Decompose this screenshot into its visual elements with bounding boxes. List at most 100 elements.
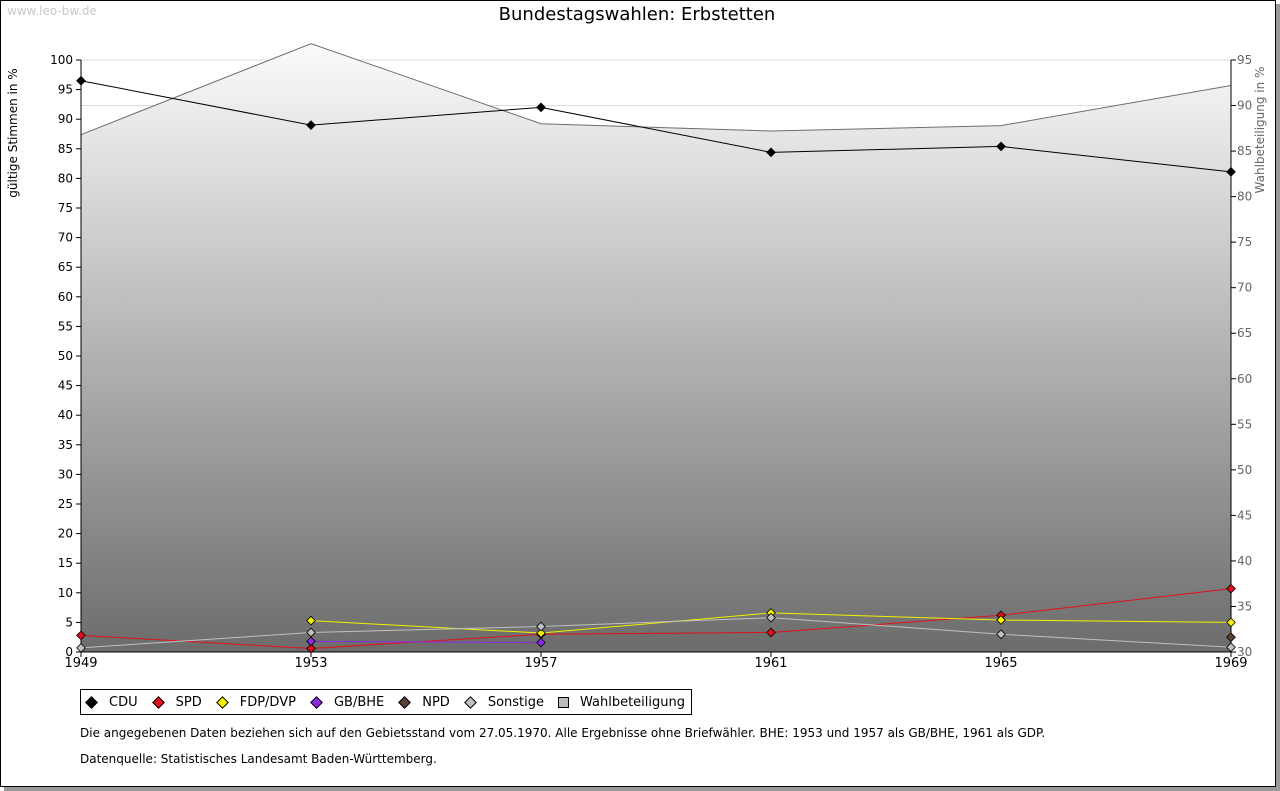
y2-tick-label: 30 [1237,645,1252,659]
y-tick-label: 85 [58,142,73,156]
series-line-sonstige [80,617,1232,649]
turnout-area-fill [81,43,1231,653]
data-point [76,75,86,86]
legend-label: GB/BHE [333,694,385,710]
y-tick-label: 40 [58,408,73,422]
watermark: www.leo-bw.de [7,4,97,18]
data-point [1226,167,1236,177]
data-point [76,630,86,641]
y2-tick-label: 35 [1237,599,1252,613]
y2-axis-label: Wahlbeteiligung in % [1253,67,1267,194]
data-point [996,141,1006,152]
data-point [306,643,316,654]
y2-tick-label: 90 [1237,99,1252,113]
data-point [1226,632,1236,643]
y-tick-label: 5 [65,615,73,629]
series-line-gb-bhe [310,640,542,644]
x-tick-label: 1961 [754,656,787,671]
data-point [536,102,546,113]
x-tick-label: 1953 [294,656,327,671]
legend-item: GB/BHE [310,695,384,710]
data-point [306,120,316,130]
y2-tick-label: 55 [1237,417,1252,431]
y2-tick-label: 70 [1237,281,1252,295]
data-point [536,621,546,632]
legend: CDU SPD FDP/DVP GB/BHE NPD Sonstige Wahlbeteil… [80,689,693,715]
data-point [306,627,316,638]
y-tick-label: 65 [58,260,73,274]
y-tick-label: 50 [58,349,73,363]
data-point [306,636,316,647]
y2-tick-label: 40 [1237,554,1252,568]
y-tick-label: 0 [65,645,73,659]
y-tick-label: 20 [58,527,73,541]
legend-item: FDP/DVP [215,694,296,710]
y2-tick-label: 50 [1237,463,1252,477]
y2-tick-label: 80 [1237,190,1252,204]
y2-tick-label: 65 [1237,326,1252,340]
y2-tick-label: 95 [1237,53,1252,67]
y-tick-label: 25 [58,497,73,511]
data-point [306,615,316,626]
legend-label: FDP/DVP [239,694,296,710]
x-tick-label: 1957 [524,656,557,671]
y-tick-label: 70 [58,231,73,245]
data-point [766,627,776,638]
data-point [1226,642,1236,653]
legend-label: SPD [175,694,202,710]
turnout-area [80,43,1232,653]
y-tick-label: 60 [58,290,73,304]
turnout-line [80,43,1232,136]
series-line-cdu [80,80,1232,173]
legend-marker-icon [398,695,412,709]
legend-marker-icon [85,695,98,709]
x-tick-label: 1969 [1214,656,1247,671]
y-tick-label: 95 [58,83,73,97]
y-tick-label: 80 [58,171,73,185]
y-tick-label: 10 [58,586,73,600]
y2-tick-label: 45 [1237,508,1252,522]
legend-marker-icon [310,695,323,709]
footnote: Die angegebenen Daten beziehen sich auf … [80,726,1046,740]
legend-label: Sonstige [487,694,544,710]
y-tick-label: 90 [58,112,73,126]
legend-item: CDU [85,695,138,710]
data-point [536,628,546,638]
legend-marker-icon [558,696,569,708]
legend-marker-icon [463,695,477,709]
y2-tick-label: 75 [1237,235,1252,249]
x-tick-label: 1965 [984,656,1017,671]
axes: 0 5 10 15 20 25 30 35 40 45 50 55 60 65 70 75 80 85 90 95 10… [50,53,1252,671]
y-tick-label: 15 [58,556,73,570]
legend-marker-icon [215,695,229,709]
y-tick-label: 30 [58,467,73,481]
legend-item: SPD [151,694,202,710]
legend-label: Wahlbeteiligung [580,694,686,710]
data-point [1226,617,1236,628]
y-tick-label: 75 [58,201,73,215]
y-axis-label: gültige Stimmen in % [6,68,20,197]
data-point [996,615,1006,625]
y-tick-label: 100 [50,53,73,67]
data-point [1226,583,1236,594]
legend-marker-icon [151,695,165,709]
data-point [536,637,546,648]
data-point [996,629,1006,640]
series-line-spd [80,588,1232,649]
data-point [766,612,776,623]
data-point [766,147,776,158]
data-point [76,642,86,653]
y-tick-label: 55 [58,319,73,333]
legend-item: Sonstige [463,694,544,710]
legend-item: Wahlbeteiligung [558,695,685,710]
chart-title: Bundestagswahlen: Erbstetten [498,4,776,25]
legend-label: CDU [109,694,138,710]
y2-tick-label: 60 [1237,372,1252,386]
legend-item: NPD [398,695,450,710]
x-tick-label: 1949 [64,656,97,671]
legend-label: NPD [422,694,450,710]
data-source: Datenquelle: Statistisches Landesamt Bad… [80,752,437,766]
y-tick-label: 35 [58,438,73,452]
y-tick-label: 45 [58,379,73,393]
